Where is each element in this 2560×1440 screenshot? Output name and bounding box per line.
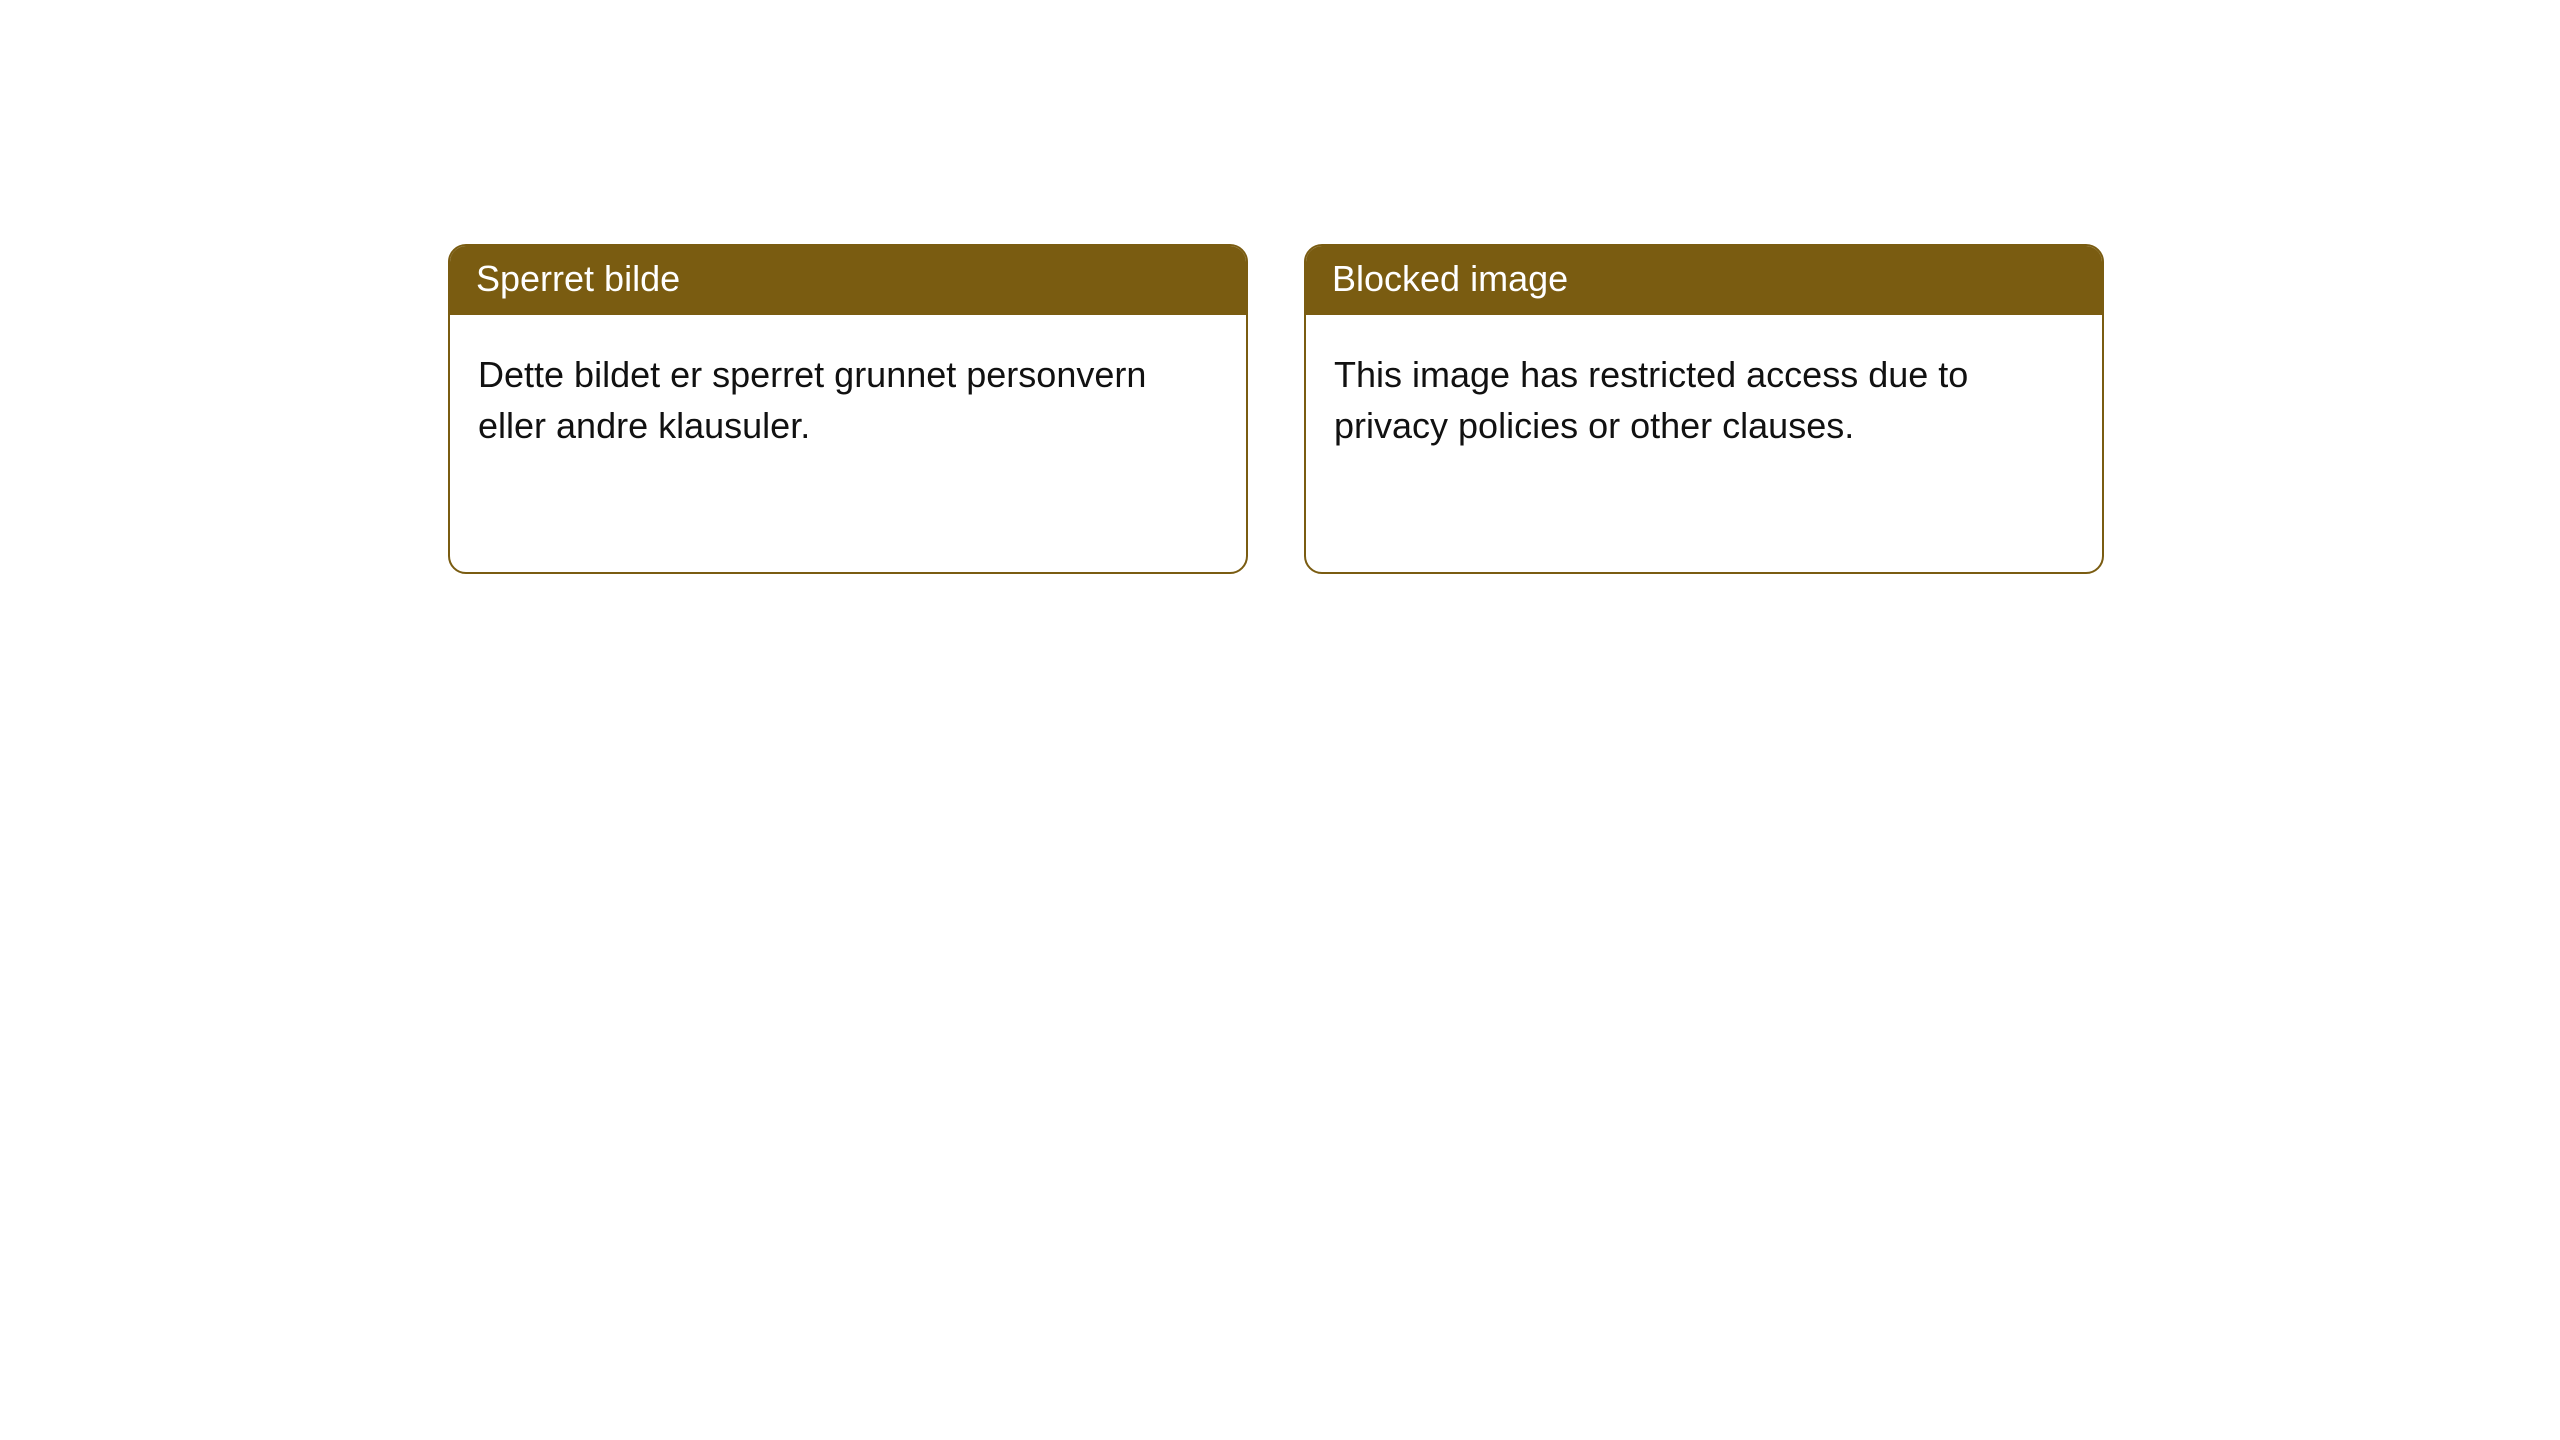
notice-message: This image has restricted access due to …: [1306, 315, 2102, 479]
notice-header: Blocked image: [1306, 246, 2102, 315]
notice-container: Sperret bilde Dette bildet er sperret gr…: [0, 0, 2560, 574]
notice-box-norwegian: Sperret bilde Dette bildet er sperret gr…: [448, 244, 1248, 574]
notice-header: Sperret bilde: [450, 246, 1246, 315]
notice-box-english: Blocked image This image has restricted …: [1304, 244, 2104, 574]
notice-message: Dette bildet er sperret grunnet personve…: [450, 315, 1246, 479]
